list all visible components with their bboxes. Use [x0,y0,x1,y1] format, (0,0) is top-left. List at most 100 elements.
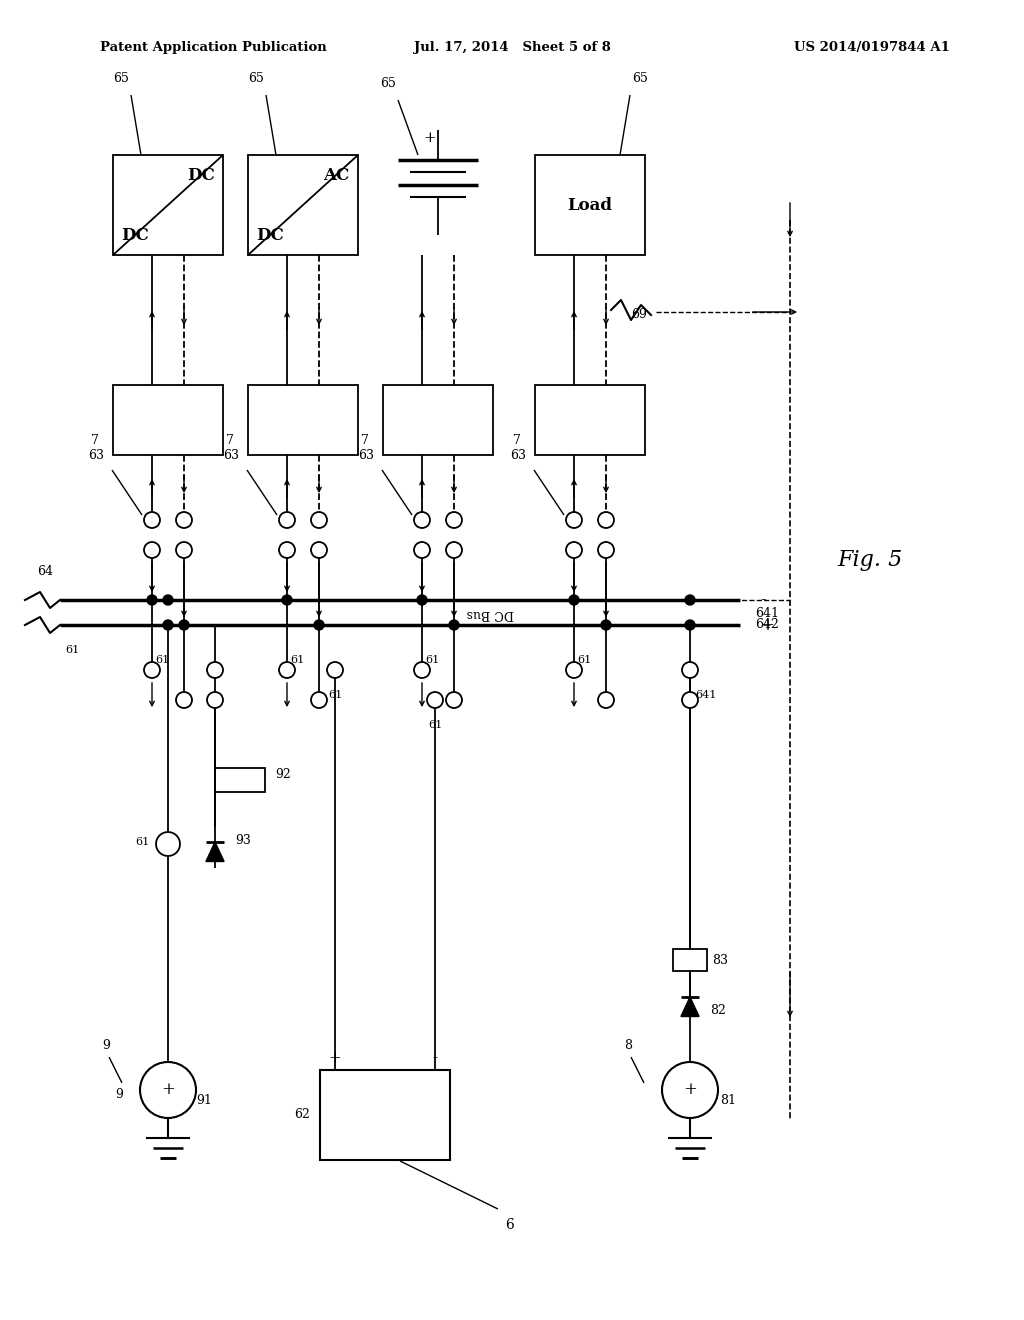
Text: 641: 641 [695,690,717,700]
Text: 81: 81 [720,1093,736,1106]
Polygon shape [681,997,699,1016]
Bar [383,385,493,455]
Text: AC: AC [323,166,349,183]
Circle shape [156,832,180,855]
Circle shape [314,620,324,630]
Circle shape [685,620,695,630]
Text: 61: 61 [577,655,591,665]
Text: 7: 7 [91,434,99,447]
Circle shape [279,543,295,558]
Text: 82: 82 [710,1003,726,1016]
Text: Jul. 17, 2014   Sheet 5 of 8: Jul. 17, 2014 Sheet 5 of 8 [414,41,610,54]
Circle shape [207,692,223,708]
Circle shape [207,663,223,678]
Circle shape [163,620,173,630]
Text: Load: Load [567,197,612,214]
Circle shape [327,663,343,678]
Text: Fig. 5: Fig. 5 [838,549,902,572]
Text: 92: 92 [275,768,291,781]
Circle shape [446,543,462,558]
Circle shape [449,620,459,630]
Circle shape [163,595,173,605]
Bar [113,385,223,455]
Circle shape [140,1063,196,1118]
Circle shape [446,692,462,708]
Text: DC Bus: DC Bus [466,606,514,619]
Circle shape [598,692,614,708]
Text: +: + [161,1081,175,1098]
Circle shape [427,692,443,708]
Text: +: + [760,616,774,634]
Circle shape [176,512,193,528]
Circle shape [662,1063,718,1118]
Circle shape [144,663,160,678]
Circle shape [176,692,193,708]
Circle shape [179,620,189,630]
Text: US 2014/0197844 A1: US 2014/0197844 A1 [795,41,950,54]
Circle shape [279,663,295,678]
Text: 65: 65 [380,77,396,90]
Circle shape [311,512,327,528]
Circle shape [311,543,327,558]
Text: 61: 61 [425,655,439,665]
Circle shape [566,512,582,528]
Circle shape [682,663,698,678]
Text: 91: 91 [196,1093,212,1106]
Text: 63: 63 [510,449,526,462]
Text: 65: 65 [632,73,648,84]
Bar [215,768,265,792]
Text: 63: 63 [223,449,239,462]
Text: DC: DC [121,227,148,243]
Text: 61: 61 [290,655,304,665]
Circle shape [569,595,579,605]
Bar [248,154,358,255]
Text: 642: 642 [755,618,779,631]
Text: 63: 63 [88,449,104,462]
Text: 64: 64 [37,565,53,578]
Text: 62: 62 [294,1109,310,1122]
Bar [535,154,645,255]
Text: 63: 63 [358,449,374,462]
Circle shape [414,663,430,678]
Circle shape [598,543,614,558]
Text: 93: 93 [234,833,251,846]
Text: 65: 65 [248,73,264,84]
Text: 7: 7 [513,434,521,447]
Circle shape [311,692,327,708]
Text: 83: 83 [712,953,728,966]
Circle shape [598,512,614,528]
Text: DC: DC [187,166,215,183]
Text: 61: 61 [328,690,342,700]
Text: +: + [329,1051,341,1065]
Text: 65: 65 [113,73,129,84]
Text: 61: 61 [155,655,169,665]
Polygon shape [206,842,224,862]
Text: 69: 69 [631,309,647,322]
Circle shape [414,512,430,528]
Circle shape [601,620,611,630]
Circle shape [566,543,582,558]
Text: -: - [760,591,766,609]
Circle shape [446,512,462,528]
Circle shape [566,663,582,678]
Text: +: + [424,131,436,145]
Text: 61: 61 [428,719,442,730]
Bar [113,154,223,255]
Circle shape [279,512,295,528]
Text: 61: 61 [136,837,150,847]
Text: Patent Application Publication: Patent Application Publication [100,41,327,54]
Text: 9: 9 [102,1039,110,1052]
Bar [673,949,707,972]
Text: 6: 6 [506,1218,514,1232]
Circle shape [176,543,193,558]
Text: 7: 7 [361,434,369,447]
Text: 9: 9 [115,1089,123,1101]
Circle shape [417,595,427,605]
Text: DC: DC [256,227,284,243]
Text: 61: 61 [65,645,79,655]
Text: 8: 8 [624,1039,632,1052]
Circle shape [414,543,430,558]
Circle shape [282,595,292,605]
Circle shape [685,595,695,605]
Circle shape [682,692,698,708]
